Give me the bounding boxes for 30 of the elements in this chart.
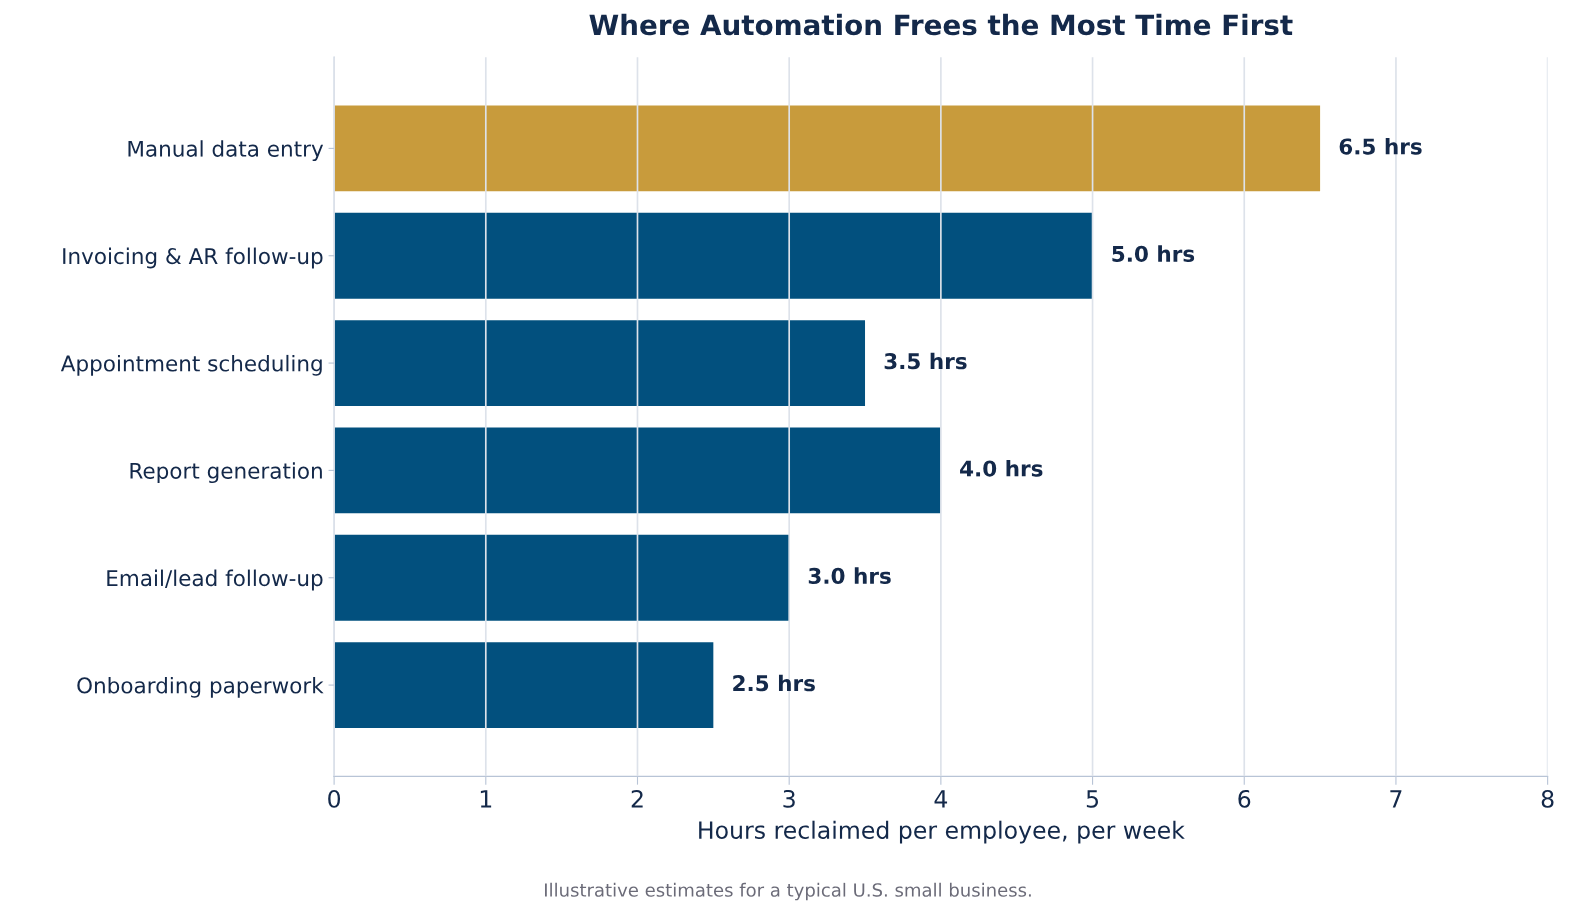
bar <box>334 427 941 514</box>
y-tick-label: Onboarding paperwork <box>77 676 324 698</box>
bar <box>334 105 1321 192</box>
x-tick-label: 6 <box>1238 789 1251 808</box>
y-tick-label: Appointment scheduling <box>60 354 322 376</box>
data-label: 4.0 hrs <box>960 460 1043 477</box>
bar <box>334 212 1093 299</box>
bar <box>334 642 714 729</box>
x-tick-label: 2 <box>631 789 643 808</box>
x-tick-label: 4 <box>934 790 948 808</box>
x-axis-title: Hours reclaimed per employee, per week <box>699 820 1185 844</box>
data-label: 6.5 hrs <box>1339 137 1422 155</box>
text: Illustrative estimates for a typical U.S. small business. <box>545 882 1031 901</box>
data-label: 3.5 hrs <box>884 352 967 370</box>
y-tick-label: Manual data entry <box>128 140 324 162</box>
y-tick-label: Email/lead follow-up <box>107 569 323 591</box>
bar <box>334 320 866 407</box>
x-tick-label: 8 <box>1541 789 1554 808</box>
bar <box>334 534 790 621</box>
x-tick-label: 1 <box>480 790 492 808</box>
data-label: 5.0 hrs <box>1112 245 1195 262</box>
y-tick-label: Report generation <box>130 462 322 484</box>
x-tick-label: 3 <box>783 789 795 808</box>
data-label: 3.0 hrs <box>808 567 891 584</box>
x-tick-label: 0 <box>328 789 341 808</box>
y-tick-label: Invoicing & AR follow-up <box>63 247 323 269</box>
x-tick-label: 5 <box>1086 790 1099 808</box>
x-tick-label: 7 <box>1390 790 1402 808</box>
data-label: 2.5 hrs <box>733 674 815 692</box>
chart-title: Where Automation Frees the Most Time First <box>589 13 1293 36</box>
